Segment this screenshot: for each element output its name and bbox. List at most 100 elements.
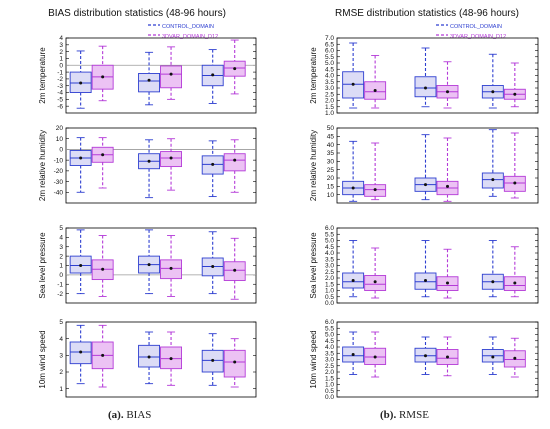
bias-panel-2-group-2-series-1-mean-dot bbox=[233, 268, 237, 272]
bias-panel-2-group-1-series-1-mean-dot bbox=[169, 266, 173, 270]
bias-panel-1-ytick-label: -40 bbox=[54, 189, 64, 196]
bias-panel-0-ytick-label: 0 bbox=[59, 62, 63, 69]
rmse-panel-2-ytick-label: 3.0 bbox=[325, 263, 334, 270]
rmse-panel-2-ytick-label: 1.5 bbox=[325, 281, 334, 288]
bias-panel-3-ytick-label: 5 bbox=[59, 319, 63, 326]
bias-panel-0-group-1-series-1-box bbox=[160, 65, 183, 89]
rmse-panel-1-group-1-series-1-mean-dot bbox=[445, 184, 449, 188]
bias-panel-2-ytick-label: -1 bbox=[57, 281, 63, 288]
rmse-panel-2-frame bbox=[336, 227, 539, 304]
rmse-panel-0-group-0-series-1-mean-dot bbox=[373, 89, 377, 92]
rmse-panel-3-ylabel: 10m wind speed bbox=[309, 330, 318, 388]
rmse-panel-2-ytick-label: 1.0 bbox=[325, 288, 334, 295]
rmse-panel-1-ytick-label: 10 bbox=[327, 192, 335, 199]
rmse-panel-0-ylabel: 2m temperature bbox=[309, 47, 318, 104]
rmse-panel-3-ytick-label: 5.5 bbox=[325, 325, 334, 332]
rmse-panel-0-group-2-series-0-mean-dot bbox=[491, 90, 495, 94]
rmse-panel-2-ylabel: Sea level pressure bbox=[309, 232, 318, 299]
rmse-panel-2-ytick-label: 3.5 bbox=[325, 256, 334, 263]
rmse-panel-1-group-2-series-1-mean-dot bbox=[513, 181, 517, 185]
rmse-panel-3-ytick-label: 3.5 bbox=[325, 350, 334, 357]
caption-a: (a). BIAS bbox=[108, 409, 151, 421]
rmse-panel-3-ytick-label: 2.0 bbox=[325, 369, 334, 376]
bias-chart-title: BIAS distribution statistics (48-96 hour… bbox=[48, 8, 226, 19]
caption-b: (b). RMSE bbox=[380, 409, 429, 421]
bias-panel-1-group-1-series-0-mean-dot bbox=[147, 159, 151, 163]
rmse-panel-1-ytick-label: 50 bbox=[327, 125, 335, 132]
bias-panel-0-frame bbox=[65, 37, 257, 114]
rmse-panel-3-ytick-label: 4.5 bbox=[325, 338, 334, 345]
rmse-panel-0-ytick-label: 6.0 bbox=[325, 48, 334, 55]
caption-a-label: (a). bbox=[108, 409, 124, 421]
bias-panel-1-group-1-series-1-mean-dot bbox=[169, 156, 173, 160]
rmse-panel-2-ytick-label: 5.5 bbox=[325, 231, 334, 238]
bias-panel-2-ytick-label: 5 bbox=[59, 225, 63, 232]
rmse-panel-0-ytick-label: 3.0 bbox=[325, 85, 334, 92]
rmse-panel-1-group-2-series-0-mean-dot bbox=[491, 178, 495, 182]
rmse-panel-2-group-0-series-0-mean-dot bbox=[351, 279, 355, 282]
rmse-panel-3-group-1-series-1-mean-dot bbox=[445, 355, 449, 359]
rmse-panel-3-ytick-label: 6.0 bbox=[325, 319, 334, 326]
rmse-panel-3-group-0-series-0-mean-dot bbox=[351, 353, 355, 356]
bias-panel-1-frame bbox=[65, 127, 257, 204]
bias-panel-0-group-1-series-0-mean-dot bbox=[147, 78, 151, 82]
rmse-panel-0-ytick-label: 2.0 bbox=[325, 98, 334, 105]
bias-panel-3-group-1-series-1-mean-dot bbox=[169, 357, 173, 361]
bias-panel-3-group-0-series-1-mean-dot bbox=[101, 353, 105, 357]
rmse-legend-label-0: CONTROL_DOMAIN bbox=[450, 24, 502, 30]
rmse-panel-2-group-2-series-1-mean-dot bbox=[513, 281, 517, 285]
rmse-panel-3-ytick-label: 1.5 bbox=[325, 375, 334, 382]
bias-panel-0-group-2-series-1-mean-dot bbox=[233, 67, 237, 71]
bias-panel-1-ytick-label: 0 bbox=[59, 147, 63, 154]
rmse-panel-2-ytick-label: 2.0 bbox=[325, 275, 334, 282]
rmse-panel-2-group-1-series-1-mean-dot bbox=[445, 281, 449, 285]
rmse-panel-0-group-0-series-0-mean-dot bbox=[351, 82, 355, 86]
bias-panel-3-group-1-series-0-mean-dot bbox=[147, 355, 151, 359]
bias-panel-0-ytick-label: -1 bbox=[57, 69, 63, 76]
bias-panel-0-ytick-label: 4 bbox=[59, 35, 63, 42]
bias-panel-0-ytick-label: -6 bbox=[57, 103, 63, 110]
rmse-panel-2-group-2-series-0-mean-dot bbox=[491, 280, 495, 284]
bias-panel-1-group-2-series-1-box bbox=[223, 153, 246, 172]
rmse-panel-2-ytick-label: 2.5 bbox=[325, 269, 334, 276]
rmse-panel-3-ytick-label: 0.5 bbox=[325, 388, 334, 395]
bias-panel-3-group-2-series-0-mean-dot bbox=[211, 358, 215, 362]
bias-panel-2-ylabel: Sea level pressure bbox=[38, 232, 47, 299]
bias-panel-3-ytick-label: 3 bbox=[59, 353, 63, 360]
rmse-panel-0-ytick-label: 4.5 bbox=[325, 66, 334, 73]
bias-panel-3-frame bbox=[65, 321, 257, 398]
rmse-panel-2-ytick-label: 5.0 bbox=[325, 238, 334, 245]
rmse-panel-0-ytick-label: 3.5 bbox=[325, 79, 334, 86]
bias-panel-2-ytick-label: 3 bbox=[59, 244, 63, 251]
rmse-panel-1-frame bbox=[336, 127, 539, 204]
rmse-panel-0-frame bbox=[336, 37, 539, 114]
rmse-panel-0-ytick-label: 1.5 bbox=[325, 104, 334, 111]
rmse-panel-0-ytick-label: 6.5 bbox=[325, 41, 334, 48]
rmse-panel-1-ytick-label: 30 bbox=[327, 159, 335, 166]
rmse-panel-1-ytick-label: 45 bbox=[327, 134, 335, 141]
bias-panel-0-group-2-series-0-mean-dot bbox=[211, 73, 215, 77]
rmse-panel-3-ytick-label: 5.0 bbox=[325, 332, 334, 339]
rmse-panel-0-group-2-series-1-mean-dot bbox=[513, 92, 517, 96]
bias-panel-2-ytick-label: 4 bbox=[59, 235, 63, 242]
rmse-panel-1-group-0-series-1-mean-dot bbox=[373, 188, 377, 192]
bias-panel-3-ytick-label: 4 bbox=[59, 336, 63, 343]
bias-panel-2-group-2-series-0-mean-dot bbox=[211, 264, 215, 268]
rmse-panel-0-group-1-series-0-mean-dot bbox=[423, 86, 427, 90]
rmse-panel-0-group-1-series-1-mean-dot bbox=[445, 90, 449, 94]
rmse-chart-title: RMSE distribution statistics (48-96 hour… bbox=[335, 8, 519, 19]
rmse-panel-0-ytick-label: 5.0 bbox=[325, 60, 334, 67]
bias-panel-1-ytick-label: -20 bbox=[54, 168, 64, 175]
rmse-panel-3-group-1-series-0-mean-dot bbox=[423, 354, 427, 358]
bias-panel-1-ylabel: 2m relative humidity bbox=[38, 130, 47, 201]
rmse-panel-3-group-0-series-1-mean-dot bbox=[373, 355, 377, 359]
rmse-panel-3-ytick-label: 1.0 bbox=[325, 382, 334, 389]
rmse-panel-2-ytick-label: 6.0 bbox=[325, 225, 334, 232]
rmse-panel-1-ytick-label: 15 bbox=[327, 184, 335, 191]
bias-panel-3-ytick-label: 1 bbox=[59, 386, 63, 393]
bias-panel-3-group-2-series-1-box bbox=[223, 349, 246, 378]
rmse-panel-0-ytick-label: 1.0 bbox=[325, 110, 334, 117]
bias-panel-3-group-0-series-0-mean-dot bbox=[79, 350, 83, 354]
caption-a-text: BIAS bbox=[123, 409, 152, 421]
